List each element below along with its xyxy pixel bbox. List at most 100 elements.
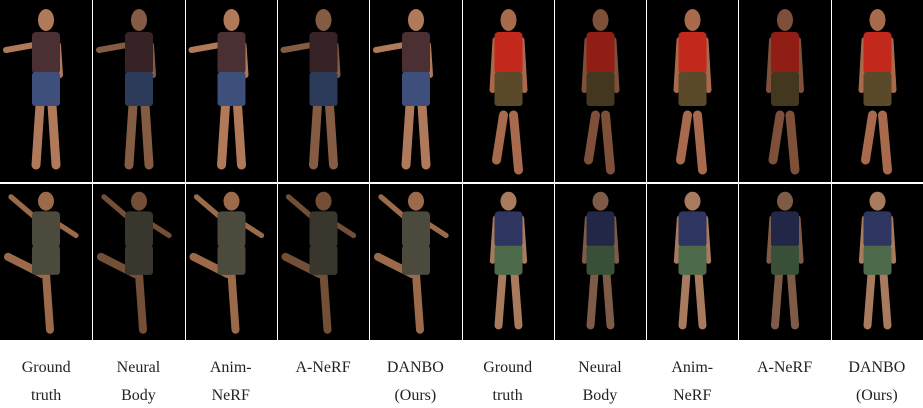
head [869,191,886,211]
leg [863,270,876,330]
arm [101,194,132,221]
image-tile [647,0,738,182]
image-tile [0,184,92,340]
caption: Ground [483,359,532,376]
head [408,9,424,31]
image-tile [555,184,646,340]
torso [586,32,615,74]
leg [678,270,691,330]
shorts [586,72,615,106]
caption: DANBO [848,359,905,376]
arm [96,42,130,53]
shorts [863,245,892,275]
person-silhouette [581,191,620,330]
person-silhouette [3,9,63,170]
caption: Neural [117,359,161,376]
shorts [771,245,799,275]
image-tile [93,184,185,340]
leg [401,100,415,170]
person-silhouette [188,9,249,170]
arm [280,42,315,53]
shorts [402,245,430,275]
head [131,191,147,211]
leg [217,100,230,170]
head [592,9,609,31]
arm [285,194,317,221]
leg [233,100,246,170]
torso [217,32,246,74]
leg [124,100,138,170]
shorts [32,72,60,106]
torso [863,211,892,248]
torso [125,211,153,248]
image-tile [186,0,277,182]
person-silhouette [4,191,79,334]
leg [584,110,600,165]
torso [402,211,430,248]
head [684,191,701,211]
shorts [309,72,338,106]
leg [417,100,431,170]
head [592,191,609,211]
arm [193,194,225,221]
head [777,9,793,31]
shorts [771,72,799,106]
caption: truth [31,387,61,404]
caption: NeRF [673,387,711,404]
person-silhouette [673,191,712,330]
head [500,9,517,31]
caption: (Ours) [394,387,436,404]
head [315,191,332,211]
image-tile [370,0,462,182]
caption: A-NeRF [295,359,350,376]
leg [325,100,338,170]
head [684,9,701,31]
leg [494,270,507,330]
leg [768,110,785,165]
image-tile [555,0,646,182]
image-tile [739,184,831,340]
person-silhouette [766,9,804,175]
person-silhouette [858,191,897,330]
leg [693,110,707,175]
leg [140,100,154,170]
head [315,9,332,31]
caption: (Ours) [856,387,898,404]
head [223,191,240,211]
person-silhouette [281,191,357,334]
torso [771,211,799,248]
person-silhouette [96,9,156,170]
head [131,9,147,31]
torso [586,211,615,248]
leg [509,110,523,175]
leg [42,270,54,334]
leg [879,270,892,330]
arm [373,42,407,53]
head [500,191,517,211]
leg [492,110,508,165]
arm [3,42,37,53]
shorts [494,72,523,106]
person-silhouette [673,9,712,175]
person-silhouette [581,9,620,175]
caption: Anim- [210,359,252,376]
person-silhouette [280,9,341,170]
image-tile [370,184,462,340]
image-tile [278,184,369,340]
leg [787,270,799,330]
torso [125,32,153,74]
shorts [125,72,153,106]
shorts [217,72,246,106]
image-tile [93,0,185,182]
shorts [402,72,430,106]
image-tile [0,0,92,182]
leg [319,270,332,334]
torso [32,211,60,248]
caption: Body [121,387,156,404]
torso [402,32,430,74]
head [38,191,54,211]
person-silhouette [373,9,433,170]
head [38,9,54,31]
shorts [678,245,707,275]
